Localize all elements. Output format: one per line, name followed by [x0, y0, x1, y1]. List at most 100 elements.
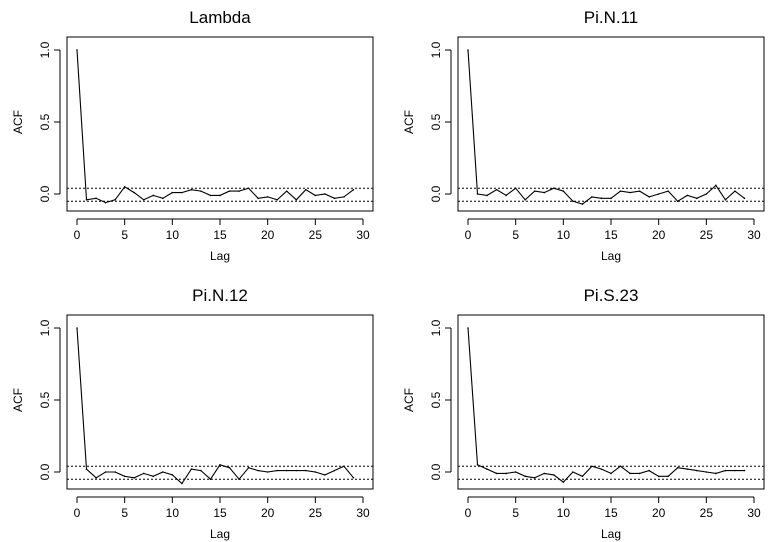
acf-point: [95, 197, 97, 200]
acf-point: [104, 201, 107, 204]
acf-point: [343, 465, 345, 468]
acf-point: [305, 469, 307, 472]
x-tick-label: 25: [309, 506, 323, 520]
acf-point: [715, 184, 717, 187]
y-tick-label: 0.5: [429, 391, 443, 408]
acf-point: [104, 471, 107, 473]
x-tick-label: 20: [652, 228, 666, 242]
acf-point: [486, 468, 488, 470]
acf-point: [162, 471, 164, 473]
acf-point: [123, 475, 126, 478]
x-tick-label: 20: [261, 506, 275, 520]
acf-point: [467, 327, 469, 329]
acf-point: [562, 190, 565, 192]
y-tick-label: 1.0: [38, 319, 52, 336]
acf-point: [333, 197, 336, 200]
acf-point: [343, 196, 345, 198]
acf-point: [676, 466, 679, 469]
acf-point: [219, 464, 221, 466]
acf-point: [543, 472, 546, 475]
y-tick-label: 0.0: [429, 185, 443, 202]
y-tick-label: 0.5: [38, 113, 52, 130]
acf-point: [76, 327, 78, 329]
acf-point: [333, 469, 336, 472]
panel-title: Pi.N.11: [584, 8, 639, 27]
acf-point: [324, 193, 326, 195]
acf-point: [648, 469, 650, 472]
x-tick-label: 5: [512, 506, 519, 520]
x-tick-label: 10: [557, 506, 571, 520]
x-tick-label: 30: [747, 506, 761, 520]
acf-point: [266, 471, 269, 473]
y-tick-label: 1.0: [38, 41, 52, 58]
acf-point: [114, 198, 116, 201]
plot-frame: [457, 36, 765, 212]
acf-series-line: [467, 327, 745, 483]
acf-point: [238, 478, 240, 481]
acf-point: [152, 475, 155, 478]
x-tick-label: 15: [604, 506, 618, 520]
acf-point: [648, 196, 650, 198]
acf-point: [533, 476, 536, 479]
acf-point: [543, 191, 546, 194]
acf-point: [619, 465, 622, 468]
acf-point: [705, 471, 708, 473]
plot-frame: [66, 314, 374, 490]
acf-point: [257, 469, 259, 472]
acf-point: [533, 190, 536, 192]
x-tick-label: 20: [261, 228, 275, 242]
acf-point: [247, 187, 250, 190]
panel-title: Pi.S.23: [584, 286, 639, 305]
acf-point: [581, 203, 584, 205]
acf-point: [514, 187, 517, 190]
acf-point: [219, 194, 221, 197]
acf-point: [467, 49, 469, 51]
acf-point: [495, 472, 498, 475]
y-tick-label: 1.0: [429, 319, 443, 336]
acf-point: [314, 194, 317, 197]
panel-title: Lambda: [189, 8, 251, 27]
acf-point: [696, 197, 698, 200]
y-axis-label: ACF: [402, 110, 416, 134]
acf-point: [524, 475, 526, 478]
acf-point: [190, 188, 193, 191]
acf-point: [257, 197, 259, 200]
acf-point: [352, 476, 355, 479]
x-tick-label: 5: [512, 228, 519, 242]
acf-point: [734, 469, 736, 472]
x-axis-label: Lag: [601, 249, 621, 263]
plot-frame: [457, 314, 765, 490]
acf-point: [209, 194, 212, 197]
acf-point: [734, 190, 736, 192]
acf-point: [295, 198, 298, 201]
acf-point: [696, 469, 698, 472]
acf-panel-3: Pi.N.12 0 5 10 15 20 25 30 Lag 0.0 0.5 1.0 ACF: [11, 286, 374, 541]
y-tick-label: 0.5: [429, 113, 443, 130]
acf-point: [514, 471, 517, 473]
acf-point: [676, 200, 679, 202]
acf-point: [238, 190, 240, 192]
acf-point: [553, 187, 555, 190]
x-axis-label: Lag: [210, 527, 230, 541]
acf-point: [591, 196, 593, 198]
x-tick-label: 0: [465, 228, 472, 242]
acf-point: [142, 472, 145, 475]
acf-point: [133, 191, 135, 194]
acf-point: [629, 472, 631, 475]
acf-point: [610, 197, 612, 200]
acf-point: [743, 469, 746, 472]
acf-point: [228, 466, 231, 469]
acf-point: [638, 472, 641, 475]
acf-point: [667, 475, 669, 478]
acf-point: [181, 482, 183, 485]
acf-point: [486, 194, 488, 197]
y-tick-label: 0.0: [38, 185, 52, 202]
x-axis-label: Lag: [210, 249, 230, 263]
acf-point: [657, 475, 660, 478]
acf-point: [581, 475, 584, 478]
acf-panel-2: Pi.N.11 0 5 10 15 20 25 30 Lag 0.0 0.5 1.0 ACF: [402, 8, 765, 263]
acf-series-line: [76, 327, 354, 485]
acf-point: [228, 190, 231, 192]
acf-point: [505, 194, 507, 197]
